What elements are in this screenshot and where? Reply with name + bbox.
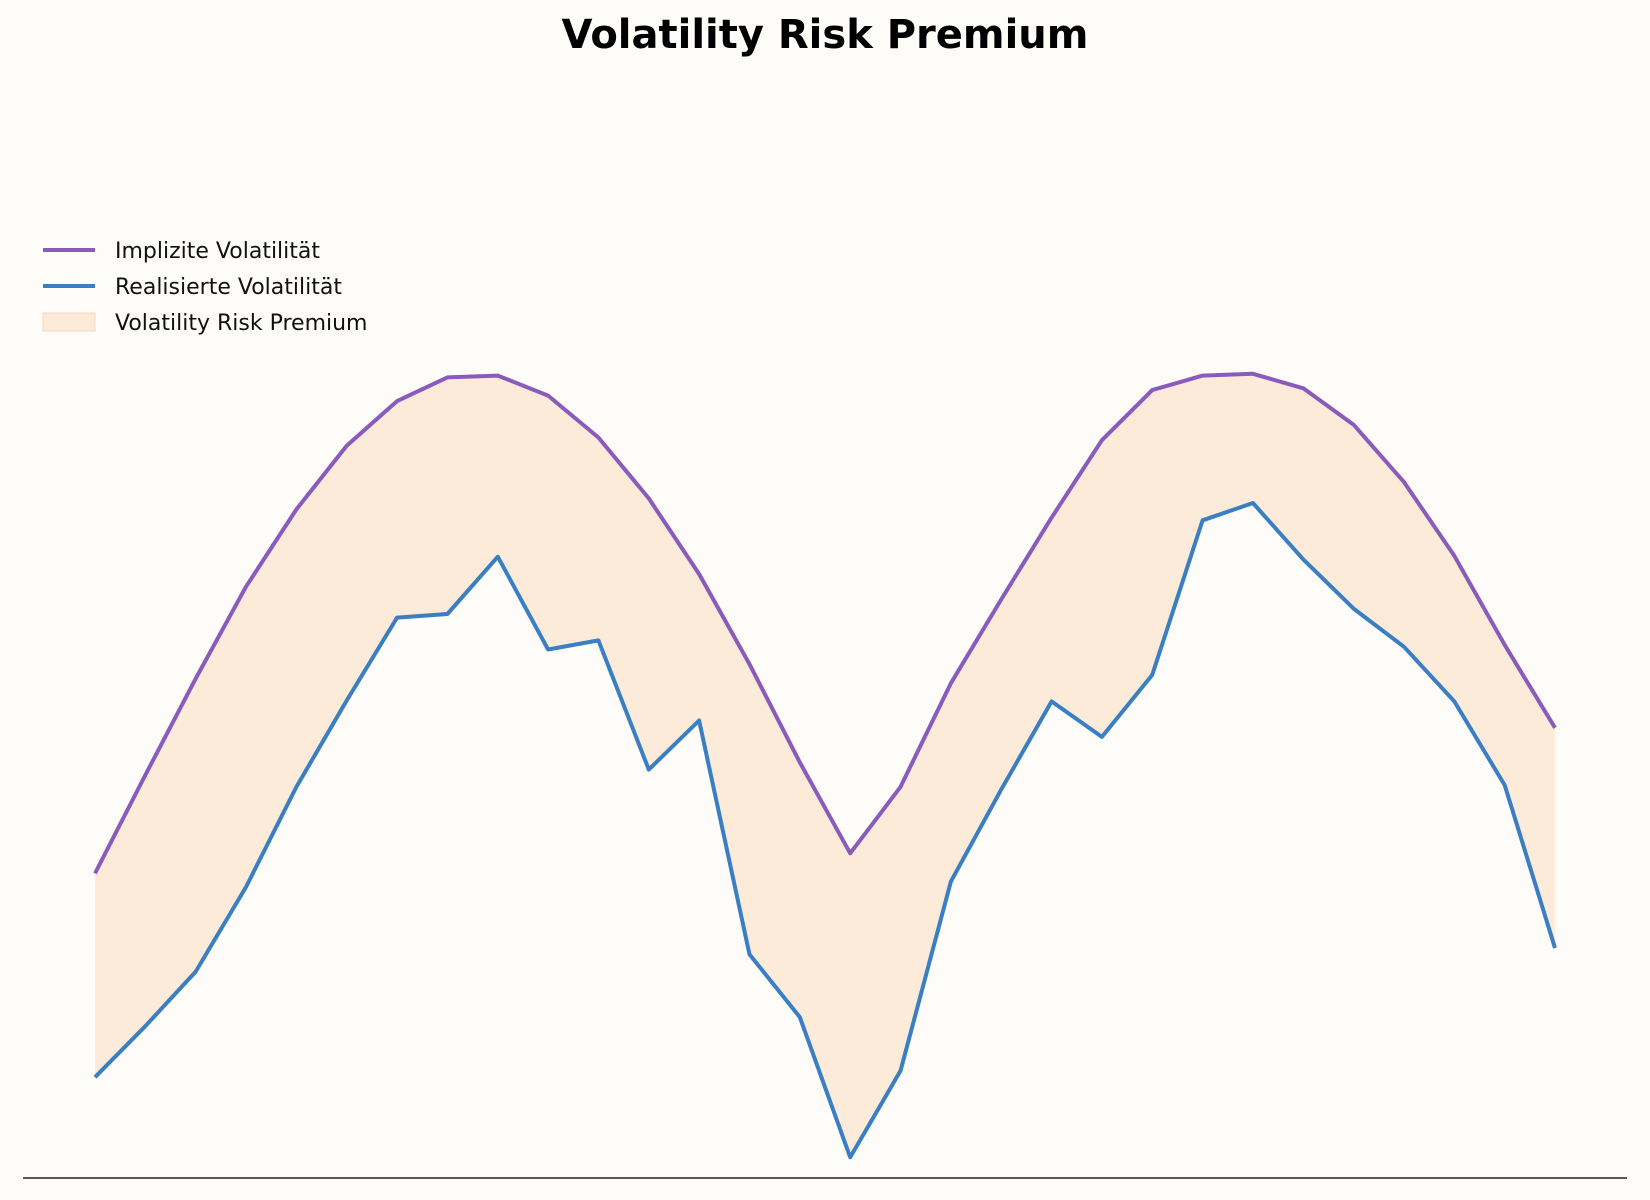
legend-label: Implizite Volatilität	[115, 239, 320, 264]
plot-area	[93, 371, 1557, 1160]
legend-label: Volatility Risk Premium	[115, 311, 367, 336]
legend-item: Volatility Risk Premium	[42, 311, 367, 336]
legend-item: Realisierte Volatilität	[43, 275, 342, 300]
realized-volatility-line	[93, 501, 1557, 1160]
implied-volatility-line	[93, 371, 1557, 875]
legend-swatch-area	[42, 312, 96, 332]
chart-title: Volatility Risk Premium	[562, 12, 1089, 58]
legend-item: Implizite Volatilität	[43, 239, 320, 264]
legend-label: Realisierte Volatilität	[115, 275, 342, 300]
risk-premium-area	[95, 373, 1555, 1158]
legend: Implizite Volatilität Realisierte Volatil…	[42, 239, 367, 336]
